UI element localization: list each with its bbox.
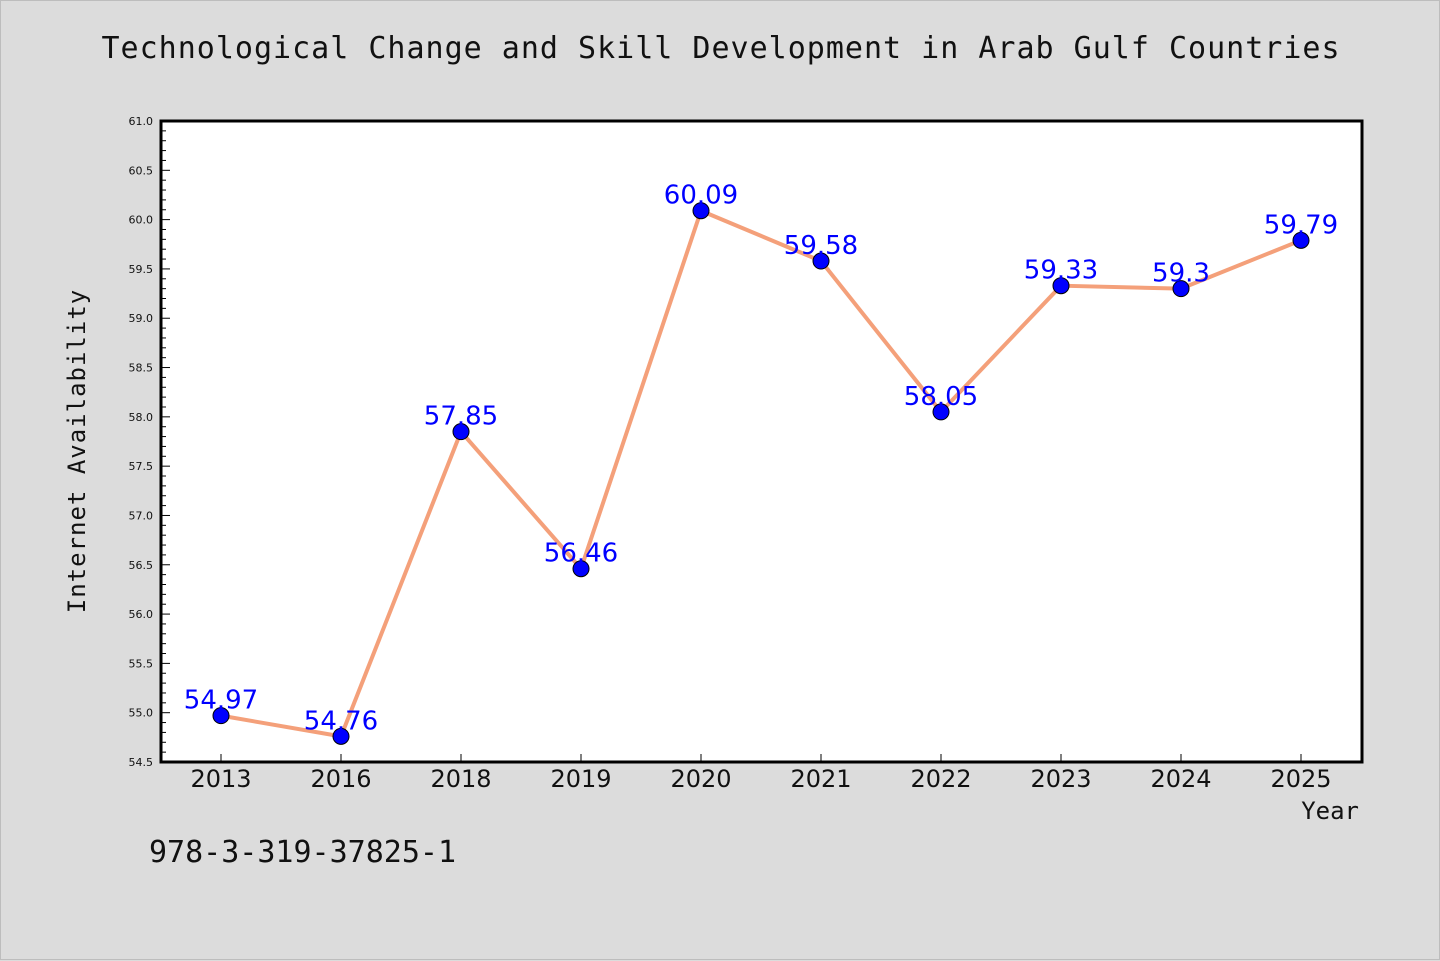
y-tick-label: 61.0: [129, 115, 154, 128]
x-tick-label: 2023: [1030, 765, 1091, 793]
data-point: [1292, 231, 1310, 249]
x-tick-label: 2020: [670, 765, 731, 793]
x-axis-label: Year: [1301, 797, 1359, 825]
data-label: 54.97: [184, 686, 258, 716]
data-label: 59.58: [784, 231, 858, 261]
y-tick-label: 57.5: [129, 460, 154, 473]
data-point: [692, 202, 710, 220]
data-label: 60.09: [664, 181, 738, 211]
y-tick-label: 55.0: [129, 707, 154, 720]
footer-code: 978-3-319-37825-1: [149, 835, 457, 870]
data-label: 59.3: [1152, 259, 1210, 289]
chart-title: Technological Change and Skill Developme…: [101, 31, 1341, 66]
data-label: 56.46: [544, 539, 618, 569]
y-tick-label: 59.0: [129, 312, 154, 325]
y-tick-label: 60.0: [129, 214, 154, 227]
x-tick-label: 2025: [1270, 765, 1331, 793]
data-point: [452, 423, 470, 441]
data-point: [332, 727, 350, 745]
plot-background: [161, 121, 1362, 762]
x-tick-label: 2013: [190, 765, 251, 793]
y-tick-label: 56.0: [129, 608, 154, 621]
x-tick-label: 2019: [550, 765, 611, 793]
y-tick-label: 58.0: [129, 411, 154, 424]
x-tick-label: 2022: [910, 765, 971, 793]
data-label: 57.85: [424, 402, 498, 432]
data-label: 58.05: [904, 382, 978, 412]
x-tick-label: 2024: [1150, 765, 1211, 793]
y-tick-label: 56.5: [129, 559, 154, 572]
data-point: [932, 403, 950, 421]
data-point: [812, 252, 830, 270]
y-tick-label: 57.0: [129, 509, 154, 522]
y-tick-label: 54.5: [129, 756, 154, 769]
data-label: 59.79: [1264, 210, 1338, 240]
data-label: 54.76: [304, 706, 378, 736]
data-point: [1052, 277, 1070, 295]
y-tick-label: 55.5: [129, 657, 154, 670]
y-tick-label: 59.5: [129, 263, 154, 276]
series-line: [220, 208, 1302, 739]
x-tick-label: 2018: [430, 765, 491, 793]
plot-frame: [159, 119, 1364, 764]
y-tick-label: 60.5: [129, 164, 154, 177]
data-label: 59.33: [1024, 256, 1098, 286]
data-point: [572, 560, 590, 578]
data-point: [212, 707, 230, 725]
x-tick-label: 2016: [310, 765, 371, 793]
x-tick-label: 2021: [790, 765, 851, 793]
data-point: [1172, 280, 1190, 298]
y-tick-label: 58.5: [129, 362, 154, 375]
